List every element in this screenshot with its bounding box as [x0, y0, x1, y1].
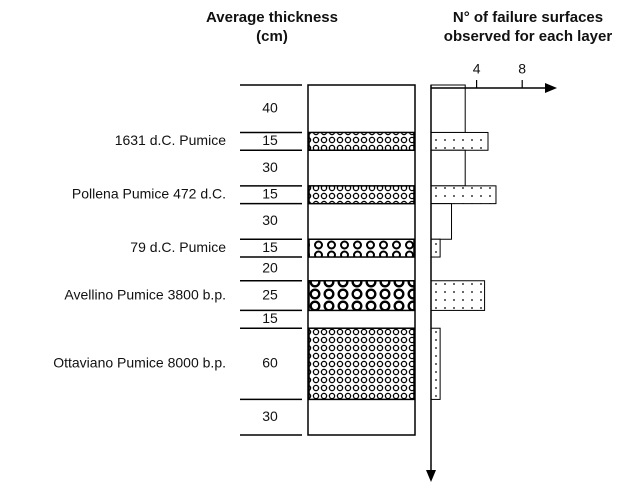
thickness-title: Average thickness — [206, 9, 338, 26]
thickness-label: 15 — [262, 132, 278, 148]
thickness-label: 30 — [262, 408, 278, 424]
pumice-layer — [308, 280, 415, 312]
arrow — [426, 470, 436, 482]
failure-bar — [430, 280, 486, 311]
failure-bar — [430, 185, 497, 205]
failures-title: N° of failure surfaces — [453, 9, 603, 26]
layer-name: Ottaviano Pumice 8000 b.p. — [53, 355, 226, 371]
failure-bar — [430, 238, 441, 258]
failure-bar — [430, 149, 466, 187]
pumice-layer — [308, 185, 415, 205]
pumice-layer — [308, 131, 415, 152]
failure-bar — [430, 327, 441, 400]
failure-bar — [430, 203, 453, 240]
thickness-label: 30 — [262, 159, 278, 175]
layer-name: Avellino Pumice 3800 b.p. — [64, 286, 226, 302]
thickness-label: 30 — [262, 212, 278, 228]
layer-name: Pollena Pumice 472 d.C. — [72, 185, 226, 201]
x-tick-label: 8 — [518, 61, 526, 77]
thickness-label: 60 — [262, 355, 278, 371]
thickness-title: (cm) — [256, 28, 288, 45]
thickness-label: 15 — [262, 239, 278, 255]
pumice-layer — [308, 327, 415, 401]
failures-title: observed for each layer — [444, 28, 613, 45]
failure-bar — [430, 84, 466, 133]
layer-name: 79 d.C. Pumice — [130, 239, 226, 255]
layer-name: 1631 d.C. Pumice — [115, 132, 226, 148]
pumice-layer — [308, 238, 415, 258]
thickness-label: 20 — [262, 260, 278, 276]
thickness-label: 15 — [262, 185, 278, 201]
failure-bar — [430, 131, 489, 151]
thickness-label: 15 — [262, 310, 278, 326]
thickness-label: 40 — [262, 99, 278, 115]
x-tick-label: 4 — [473, 61, 481, 77]
arrow — [545, 83, 557, 93]
thickness-label: 25 — [262, 286, 278, 302]
